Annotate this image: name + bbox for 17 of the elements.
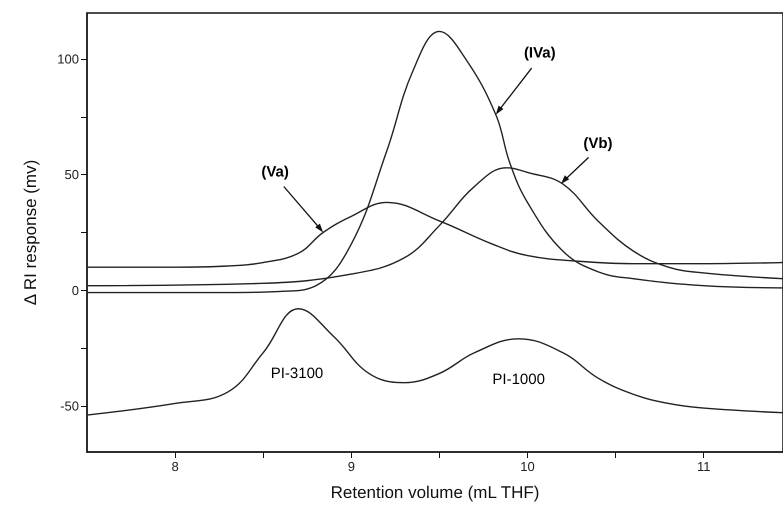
y-tick-label: 0 (72, 282, 79, 298)
y-tick-label: 100 (57, 52, 79, 67)
y-tick-label: 50 (64, 167, 79, 182)
x-tick-label: 9 (348, 459, 355, 474)
line-series (86, 308, 783, 416)
annotation: PI-1000 (492, 370, 545, 388)
line-series (86, 30, 783, 294)
annotation: PI-3100 (270, 365, 324, 382)
annotation: (Vb) (583, 134, 613, 152)
x-tick-label: 8 (171, 459, 179, 474)
x-tick-label: 11 (696, 459, 710, 474)
y-tick-label: -50 (60, 398, 79, 414)
x-tick-label: 10 (520, 459, 535, 474)
annotation: (IVa) (524, 44, 556, 62)
y-axis-title: Δ RI response (mv) (21, 160, 40, 306)
annotation: (Va) (261, 164, 289, 180)
x-axis-title: Retention volume (mL THF) (330, 483, 540, 502)
